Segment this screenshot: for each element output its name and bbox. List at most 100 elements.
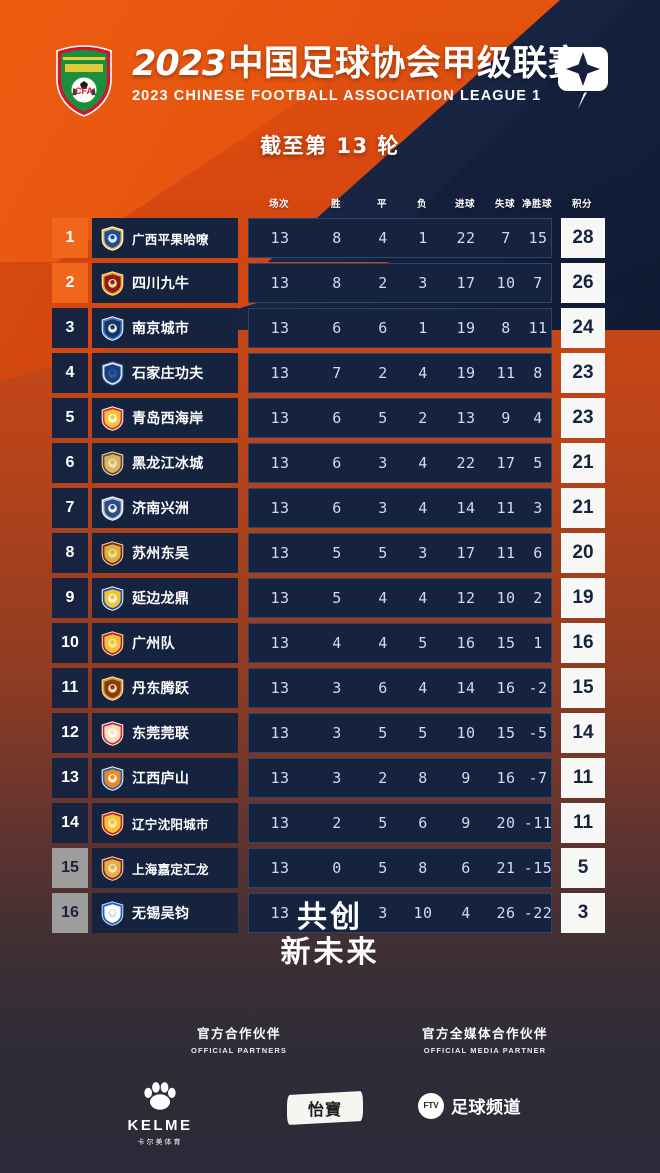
team-crest-icon bbox=[101, 900, 124, 926]
stat-gf: 17 bbox=[456, 544, 476, 562]
rank-cell: 11 bbox=[52, 668, 88, 708]
stat-ga: 26 bbox=[496, 904, 516, 922]
yibao-wordmark: 怡寶 bbox=[307, 1099, 342, 1119]
table-row[interactable]: 14 辽宁沈阳城市 13 2 5 6 9 20 -11 11 bbox=[0, 803, 660, 843]
team-cell[interactable]: 江西庐山 bbox=[92, 758, 238, 798]
team-cell[interactable]: 石家庄功夫 bbox=[92, 353, 238, 393]
stat-loss: 4 bbox=[418, 499, 428, 517]
stat-loss: 4 bbox=[418, 589, 428, 607]
table-row[interactable]: 2 四川九牛 13 8 2 3 17 10 7 26 bbox=[0, 263, 660, 303]
stat-win: 6 bbox=[332, 499, 342, 517]
table-row[interactable]: 3 南京城市 13 6 6 1 19 8 11 24 bbox=[0, 308, 660, 348]
stat-played: 13 bbox=[270, 589, 290, 607]
team-cell[interactable]: 广州队 bbox=[92, 623, 238, 663]
table-row[interactable]: 10 广州队 13 4 4 5 16 15 1 16 bbox=[0, 623, 660, 663]
points-cell: 15 bbox=[561, 668, 605, 708]
points-cell: 16 bbox=[561, 623, 605, 663]
team-cell[interactable]: 青岛西海岸 bbox=[92, 398, 238, 438]
stat-gd: 4 bbox=[533, 409, 543, 427]
table-row[interactable]: 16 无锡吴钧 13 0 3 10 4 26 -22 3 bbox=[0, 893, 660, 933]
rank-cell: 9 bbox=[52, 578, 88, 618]
table-row[interactable]: 8 苏州东吴 13 5 5 3 17 11 6 20 bbox=[0, 533, 660, 573]
table-row[interactable]: 5 青岛西海岸 13 6 5 2 13 9 4 23 bbox=[0, 398, 660, 438]
slogan-line-2: 新未来 bbox=[280, 935, 380, 971]
points-cell: 19 bbox=[561, 578, 605, 618]
stat-gd: -11 bbox=[523, 814, 553, 832]
stat-loss: 5 bbox=[418, 724, 428, 742]
team-cell[interactable]: 延边龙鼎 bbox=[92, 578, 238, 618]
table-row[interactable]: 1 广西平果哈嘹 13 8 4 1 22 7 15 28 bbox=[0, 218, 660, 258]
stat-gf: 10 bbox=[456, 724, 476, 742]
table-body: 1 广西平果哈嘹 13 8 4 1 22 7 15 28 2 四川九牛 13 8 2 3 17 10 7 26 3 南京城… bbox=[0, 218, 660, 933]
stats-panel: 13 3 5 5 10 15 -5 bbox=[248, 713, 552, 753]
team-cell[interactable]: 济南兴洲 bbox=[92, 488, 238, 528]
team-crest-icon bbox=[101, 405, 124, 431]
team-cell[interactable]: 辽宁沈阳城市 bbox=[92, 803, 238, 843]
stat-gd: 5 bbox=[533, 454, 543, 472]
table-row[interactable]: 9 延边龙鼎 13 5 4 4 12 10 2 19 bbox=[0, 578, 660, 618]
team-cell[interactable]: 南京城市 bbox=[92, 308, 238, 348]
team-name: 石家庄功夫 bbox=[132, 366, 204, 382]
team-crest-icon bbox=[101, 315, 124, 341]
column-header-3: 负 bbox=[416, 199, 427, 210]
team-crest-icon bbox=[101, 225, 124, 251]
table-row[interactable]: 7 济南兴洲 13 6 3 4 14 11 3 21 bbox=[0, 488, 660, 528]
column-header-4: 进球 bbox=[454, 199, 475, 210]
team-crest-icon bbox=[101, 630, 124, 656]
stat-draw: 4 bbox=[378, 589, 388, 607]
stats-panel: 13 3 2 8 9 16 -7 bbox=[248, 758, 552, 798]
official-partners-en: OFFICIAL PARTNERS bbox=[191, 1045, 287, 1055]
team-name: 黑龙江冰城 bbox=[132, 456, 204, 472]
stat-win: 3 bbox=[332, 769, 342, 787]
stat-win: 7 bbox=[332, 364, 342, 382]
cfa-crest-icon: CFA bbox=[55, 45, 113, 117]
stat-ga: 11 bbox=[496, 364, 516, 382]
table-row[interactable]: 4 石家庄功夫 13 7 2 4 19 11 8 23 bbox=[0, 353, 660, 393]
stat-win: 8 bbox=[332, 229, 342, 247]
stat-ga: 21 bbox=[496, 859, 516, 877]
official-media-partner-label: 官方全媒体合作伙伴 OFFICIAL MEDIA PARTNER bbox=[385, 1023, 585, 1055]
round-label: 截至第 13 轮 bbox=[260, 134, 400, 158]
stat-ga: 7 bbox=[501, 229, 511, 247]
stat-win: 3 bbox=[332, 679, 342, 697]
team-cell[interactable]: 苏州东吴 bbox=[92, 533, 238, 573]
points-cell: 23 bbox=[561, 353, 605, 393]
team-cell[interactable]: 四川九牛 bbox=[92, 263, 238, 303]
table-row[interactable]: 6 黑龙江冰城 13 6 3 4 22 17 5 21 bbox=[0, 443, 660, 483]
team-cell[interactable]: 上海嘉定汇龙 bbox=[92, 848, 238, 888]
table-row[interactable]: 11 丹东腾跃 13 3 6 4 14 16 -2 15 bbox=[0, 668, 660, 708]
points-cell: 11 bbox=[561, 803, 605, 843]
stat-loss: 3 bbox=[418, 274, 428, 292]
team-cell[interactable]: 丹东腾跃 bbox=[92, 668, 238, 708]
team-crest-icon bbox=[101, 675, 124, 701]
stat-gf: 14 bbox=[456, 679, 476, 697]
team-cell[interactable]: 无锡吴钧 bbox=[92, 893, 238, 933]
team-crest-icon bbox=[101, 585, 124, 611]
team-cell[interactable]: 黑龙江冰城 bbox=[92, 443, 238, 483]
stat-draw: 2 bbox=[378, 364, 388, 382]
stat-gf: 19 bbox=[456, 364, 476, 382]
stats-panel: 13 5 5 3 17 11 6 bbox=[248, 533, 552, 573]
stat-draw: 5 bbox=[378, 814, 388, 832]
slogan-line-1: 共创 bbox=[297, 900, 363, 935]
stat-gd: -7 bbox=[528, 769, 548, 787]
stats-panel: 13 2 5 6 9 20 -11 bbox=[248, 803, 552, 843]
rank-cell: 15 bbox=[52, 848, 88, 888]
column-header-1: 胜 bbox=[330, 199, 341, 210]
stat-loss: 6 bbox=[418, 814, 428, 832]
team-crest-icon bbox=[101, 495, 124, 521]
team-cell[interactable]: 东莞莞联 bbox=[92, 713, 238, 753]
table-row[interactable]: 15 上海嘉定汇龙 13 0 5 8 6 21 -15 5 bbox=[0, 848, 660, 888]
stat-played: 13 bbox=[270, 859, 290, 877]
stat-played: 13 bbox=[270, 409, 290, 427]
official-media-cn: 官方全媒体合作伙伴 bbox=[421, 1025, 548, 1041]
stat-loss: 1 bbox=[418, 319, 428, 337]
ftv-wordmark: 足球频道 bbox=[451, 1098, 521, 1119]
team-cell[interactable]: 广西平果哈嘹 bbox=[92, 218, 238, 258]
stat-gf: 19 bbox=[456, 319, 476, 337]
table-row[interactable]: 13 江西庐山 13 3 2 8 9 16 -7 11 bbox=[0, 758, 660, 798]
league-title-year: 2023 bbox=[132, 44, 226, 84]
stat-loss: 8 bbox=[418, 859, 428, 877]
table-row[interactable]: 12 东莞莞联 13 3 5 5 10 15 -5 14 bbox=[0, 713, 660, 753]
team-name: 青岛西海岸 bbox=[132, 411, 204, 427]
